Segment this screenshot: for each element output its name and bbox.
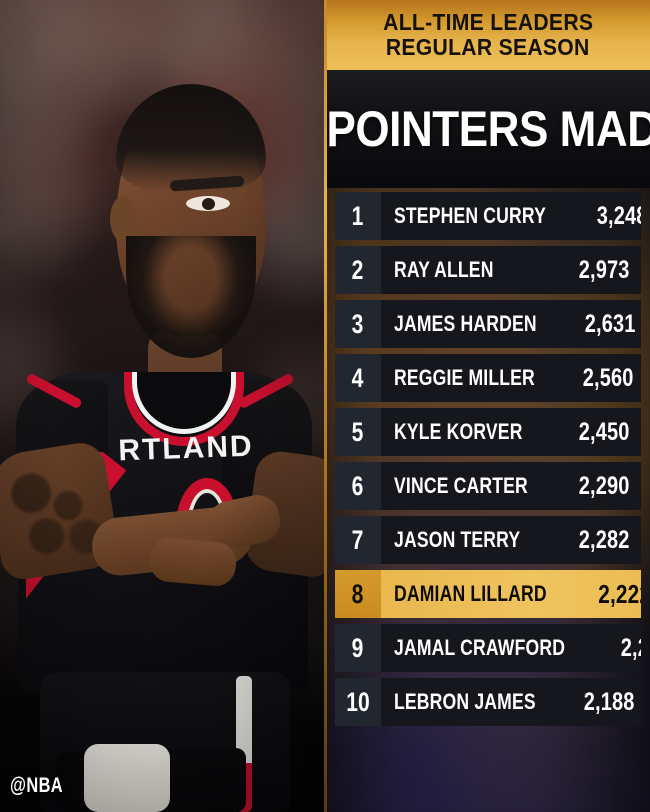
- row-player-name: DAMIAN LILLARD: [394, 581, 547, 606]
- row-player-name: JAMES HARDEN: [394, 311, 537, 336]
- row-stat-value: 2,221: [620, 633, 641, 662]
- row-player-name: JAMAL CRAWFORD: [394, 635, 566, 660]
- leaderboard-list: 1 STEPHEN CURRY 3,248 2 RAY ALLEN 2,973 3 JAMES…: [326, 192, 650, 726]
- player-ear: [110, 196, 136, 242]
- row-rank-value: 5: [352, 416, 364, 447]
- player-figure: RTLAND: [0, 84, 326, 812]
- row-stat-value: 2,450: [579, 417, 630, 446]
- row-rank: 4: [335, 354, 381, 402]
- row-stat-value: 2,188: [583, 687, 635, 716]
- table-row[interactable]: 9 JAMAL CRAWFORD 2,221: [335, 624, 641, 672]
- row-rank: 10: [335, 678, 381, 726]
- row-rank: 5: [335, 408, 381, 456]
- row-player-name: REGGIE MILLER: [394, 365, 535, 390]
- row-body: STEPHEN CURRY 3,248: [381, 192, 641, 240]
- row-stat-value: 2,973: [579, 255, 630, 284]
- header-line-1: ALL-TIME LEADERS: [382, 9, 594, 35]
- player-beard: [126, 236, 256, 358]
- header-line-2: REGULAR SEASON: [386, 34, 590, 60]
- leaderboard-panel: ALL-TIME LEADERS REGULAR SEASON 3-POINTE…: [326, 0, 650, 812]
- table-row[interactable]: 3 JAMES HARDEN 2,631: [335, 300, 641, 348]
- row-rank-value: 7: [352, 524, 364, 555]
- table-row[interactable]: 8 DAMIAN LILLARD 2,222: [335, 570, 641, 618]
- player-hair: [116, 84, 266, 192]
- row-body: REGGIE MILLER 2,560: [381, 354, 641, 402]
- row-stat-value: 2,222: [598, 579, 641, 609]
- row-stat-value: 2,631: [585, 309, 636, 338]
- row-player-name: VINCE CARTER: [394, 473, 528, 498]
- row-rank: 7: [335, 516, 381, 564]
- row-body: RAY ALLEN 2,973: [381, 246, 641, 294]
- row-body: LEBRON JAMES 2,188: [381, 678, 641, 726]
- player-photo: RTLAND: [0, 0, 326, 812]
- stat-title-band: 3-POINTERS MADE: [326, 70, 650, 188]
- row-player-name: LEBRON JAMES: [394, 689, 536, 714]
- player-leg-sleeve: [84, 744, 170, 812]
- row-rank-value: 2: [352, 254, 364, 285]
- row-body: JAMAL CRAWFORD 2,221: [381, 624, 641, 672]
- row-rank-value: 8: [352, 578, 364, 609]
- table-row[interactable]: 5 KYLE KORVER 2,450: [335, 408, 641, 456]
- row-rank: 6: [335, 462, 381, 510]
- player-leg-right: [170, 748, 246, 812]
- page-title: 3-POINTERS MADE: [326, 101, 650, 157]
- table-row[interactable]: 1 STEPHEN CURRY 3,248: [335, 192, 641, 240]
- row-rank: 2: [335, 246, 381, 294]
- row-stat-value: 3,248: [596, 201, 641, 230]
- header-banner: ALL-TIME LEADERS REGULAR SEASON: [326, 0, 650, 70]
- row-player-name: JASON TERRY: [394, 527, 521, 552]
- table-row[interactable]: 7 JASON TERRY 2,282: [335, 516, 641, 564]
- row-body: JAMES HARDEN 2,631: [381, 300, 641, 348]
- row-rank-value: 1: [352, 200, 364, 231]
- row-stat-value: 2,290: [579, 471, 630, 500]
- row-stat-value: 2,282: [579, 525, 630, 554]
- row-stat-value: 2,560: [582, 363, 634, 392]
- player-hand-left: [148, 536, 238, 588]
- panel-divider: [324, 0, 327, 812]
- row-rank-value: 10: [346, 686, 370, 717]
- row-rank-value: 6: [352, 470, 364, 501]
- row-player-name: KYLE KORVER: [394, 419, 523, 444]
- row-rank-value: 3: [352, 308, 364, 339]
- row-body: DAMIAN LILLARD 2,222: [381, 570, 641, 618]
- nba-watermark: @NBA: [10, 774, 64, 797]
- row-rank: 1: [335, 192, 381, 240]
- table-row[interactable]: 6 VINCE CARTER 2,290: [335, 462, 641, 510]
- row-body: VINCE CARTER 2,290: [381, 462, 641, 510]
- row-body: JASON TERRY 2,282: [381, 516, 641, 564]
- row-rank-value: 4: [352, 362, 364, 393]
- row-rank: 8: [335, 570, 381, 618]
- table-row[interactable]: 2 RAY ALLEN 2,973: [335, 246, 641, 294]
- table-row[interactable]: 10 LEBRON JAMES 2,188: [335, 678, 641, 726]
- row-rank-value: 9: [352, 632, 364, 663]
- row-player-name: STEPHEN CURRY: [394, 203, 547, 228]
- jersey-wordmark: RTLAND: [117, 429, 255, 468]
- row-body: KYLE KORVER 2,450: [381, 408, 641, 456]
- row-rank: 3: [335, 300, 381, 348]
- player-eye: [186, 196, 230, 211]
- row-rank: 9: [335, 624, 381, 672]
- row-player-name: RAY ALLEN: [394, 257, 494, 282]
- table-row[interactable]: 4 REGGIE MILLER 2,560: [335, 354, 641, 402]
